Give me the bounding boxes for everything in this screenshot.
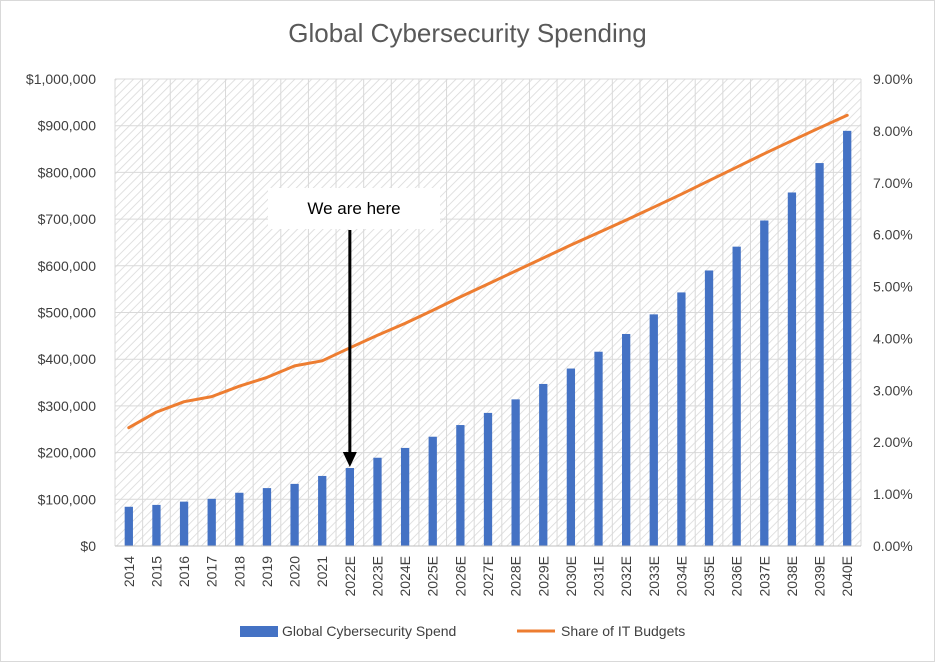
bar bbox=[262, 488, 272, 546]
x-tick-label: 2040E bbox=[839, 556, 855, 596]
bar bbox=[677, 292, 686, 546]
bar bbox=[124, 506, 133, 546]
bar bbox=[428, 436, 437, 546]
bar bbox=[539, 383, 548, 546]
bar bbox=[566, 368, 576, 546]
bar bbox=[373, 457, 382, 546]
bar bbox=[318, 475, 327, 546]
y-left-tick-label: $900,000 bbox=[38, 118, 97, 134]
x-axis-ticks: 2014 2015 2016 2017 2018 2019 2020 2021 2022E 202… bbox=[115, 545, 861, 596]
x-tick-label: 2028E bbox=[508, 556, 524, 596]
y-left-tick-label: $600,000 bbox=[38, 258, 97, 274]
y-right-tick-label: 2.00% bbox=[873, 434, 913, 450]
bar bbox=[511, 399, 520, 546]
bar bbox=[815, 163, 824, 546]
bar bbox=[483, 412, 493, 546]
right-axis-ticks: 0.00% 1.00% 2.00% 3.00% 4.00% 5.00% 6.00% 7.00%… bbox=[873, 71, 913, 554]
y-right-tick-label: 3.00% bbox=[873, 382, 913, 398]
chart-title: Global Cybersecurity Spending bbox=[288, 18, 647, 48]
x-tick-label: 2025E bbox=[425, 556, 441, 596]
bar bbox=[843, 130, 852, 546]
bar bbox=[622, 333, 631, 546]
bar bbox=[152, 504, 161, 546]
bar bbox=[594, 351, 603, 546]
x-tick-label: 2031E bbox=[591, 556, 607, 596]
annotation-callout: We are here bbox=[268, 188, 440, 468]
bar bbox=[400, 447, 410, 546]
x-tick-label: 2032E bbox=[618, 556, 634, 596]
y-right-tick-label: 4.00% bbox=[873, 330, 913, 346]
bar bbox=[760, 220, 769, 546]
annotation-box bbox=[268, 188, 440, 229]
bar-series bbox=[124, 130, 852, 546]
y-left-tick-label: $700,000 bbox=[38, 211, 97, 227]
bar bbox=[290, 483, 299, 546]
y-left-tick-label: $1,000,000 bbox=[26, 71, 96, 87]
y-right-tick-label: 7.00% bbox=[873, 175, 913, 191]
legend-label-share: Share of IT Budgets bbox=[561, 623, 685, 639]
legend-swatch-bar bbox=[240, 626, 278, 637]
x-tick-label: 2022E bbox=[342, 556, 358, 596]
y-left-tick-label: $300,000 bbox=[38, 398, 97, 414]
x-tick-label: 2023E bbox=[369, 556, 385, 596]
bar bbox=[704, 270, 714, 546]
left-axis-ticks: $0 $100,000 $200,000 $300,000 $400,000 $500,0… bbox=[26, 71, 96, 554]
x-tick-label: 2019 bbox=[259, 556, 275, 587]
x-tick-label: 2030E bbox=[563, 556, 579, 596]
bar bbox=[787, 192, 797, 546]
x-tick-label: 2024E bbox=[397, 556, 413, 596]
bar bbox=[456, 425, 465, 546]
bar bbox=[345, 468, 354, 546]
x-tick-label: 2026E bbox=[452, 556, 468, 596]
y-left-tick-label: $800,000 bbox=[38, 164, 97, 180]
line-series-path bbox=[127, 113, 849, 430]
bar bbox=[207, 498, 216, 546]
x-tick-label: 2015 bbox=[148, 556, 164, 587]
bar bbox=[235, 492, 244, 546]
x-tick-label: 2020 bbox=[287, 556, 303, 587]
x-tick-label: 2018 bbox=[231, 556, 247, 587]
legend-label-spend: Global Cybersecurity Spend bbox=[282, 623, 456, 639]
x-tick-label: 2016 bbox=[176, 556, 192, 587]
line-series bbox=[127, 113, 849, 430]
x-tick-label: 2037E bbox=[756, 556, 772, 596]
x-tick-label: 2038E bbox=[784, 556, 800, 596]
bar bbox=[732, 246, 741, 546]
bar bbox=[179, 501, 189, 546]
y-left-tick-label: $200,000 bbox=[38, 445, 97, 461]
x-tick-label: 2036E bbox=[729, 556, 745, 596]
y-right-tick-label: 9.00% bbox=[873, 71, 913, 87]
y-left-tick-label: $0 bbox=[80, 538, 96, 554]
legend: Global Cybersecurity Spend Share of IT Bu… bbox=[240, 623, 685, 639]
x-tick-label: 2035E bbox=[701, 556, 717, 596]
bar bbox=[649, 314, 658, 546]
x-tick-label: 2033E bbox=[646, 556, 662, 596]
x-tick-label: 2014 bbox=[121, 556, 137, 587]
x-tick-label: 2029E bbox=[535, 556, 551, 596]
y-right-tick-label: 8.00% bbox=[873, 123, 913, 139]
y-left-tick-label: $500,000 bbox=[38, 305, 97, 321]
x-tick-label: 2017 bbox=[204, 556, 220, 587]
annotation-arrowhead bbox=[342, 452, 357, 468]
y-right-tick-label: 5.00% bbox=[873, 279, 913, 295]
annotation-text: We are here bbox=[307, 199, 400, 218]
x-tick-label: 2021 bbox=[314, 556, 330, 587]
y-left-tick-label: $400,000 bbox=[38, 351, 97, 367]
y-left-tick-label: $100,000 bbox=[38, 491, 97, 507]
y-right-tick-label: 6.00% bbox=[873, 227, 913, 243]
x-tick-label: 2027E bbox=[480, 556, 496, 596]
x-tick-label: 2034E bbox=[673, 556, 689, 596]
y-right-tick-label: 0.00% bbox=[873, 538, 913, 554]
y-right-tick-label: 1.00% bbox=[873, 486, 913, 502]
x-tick-label: 2039E bbox=[812, 556, 828, 596]
